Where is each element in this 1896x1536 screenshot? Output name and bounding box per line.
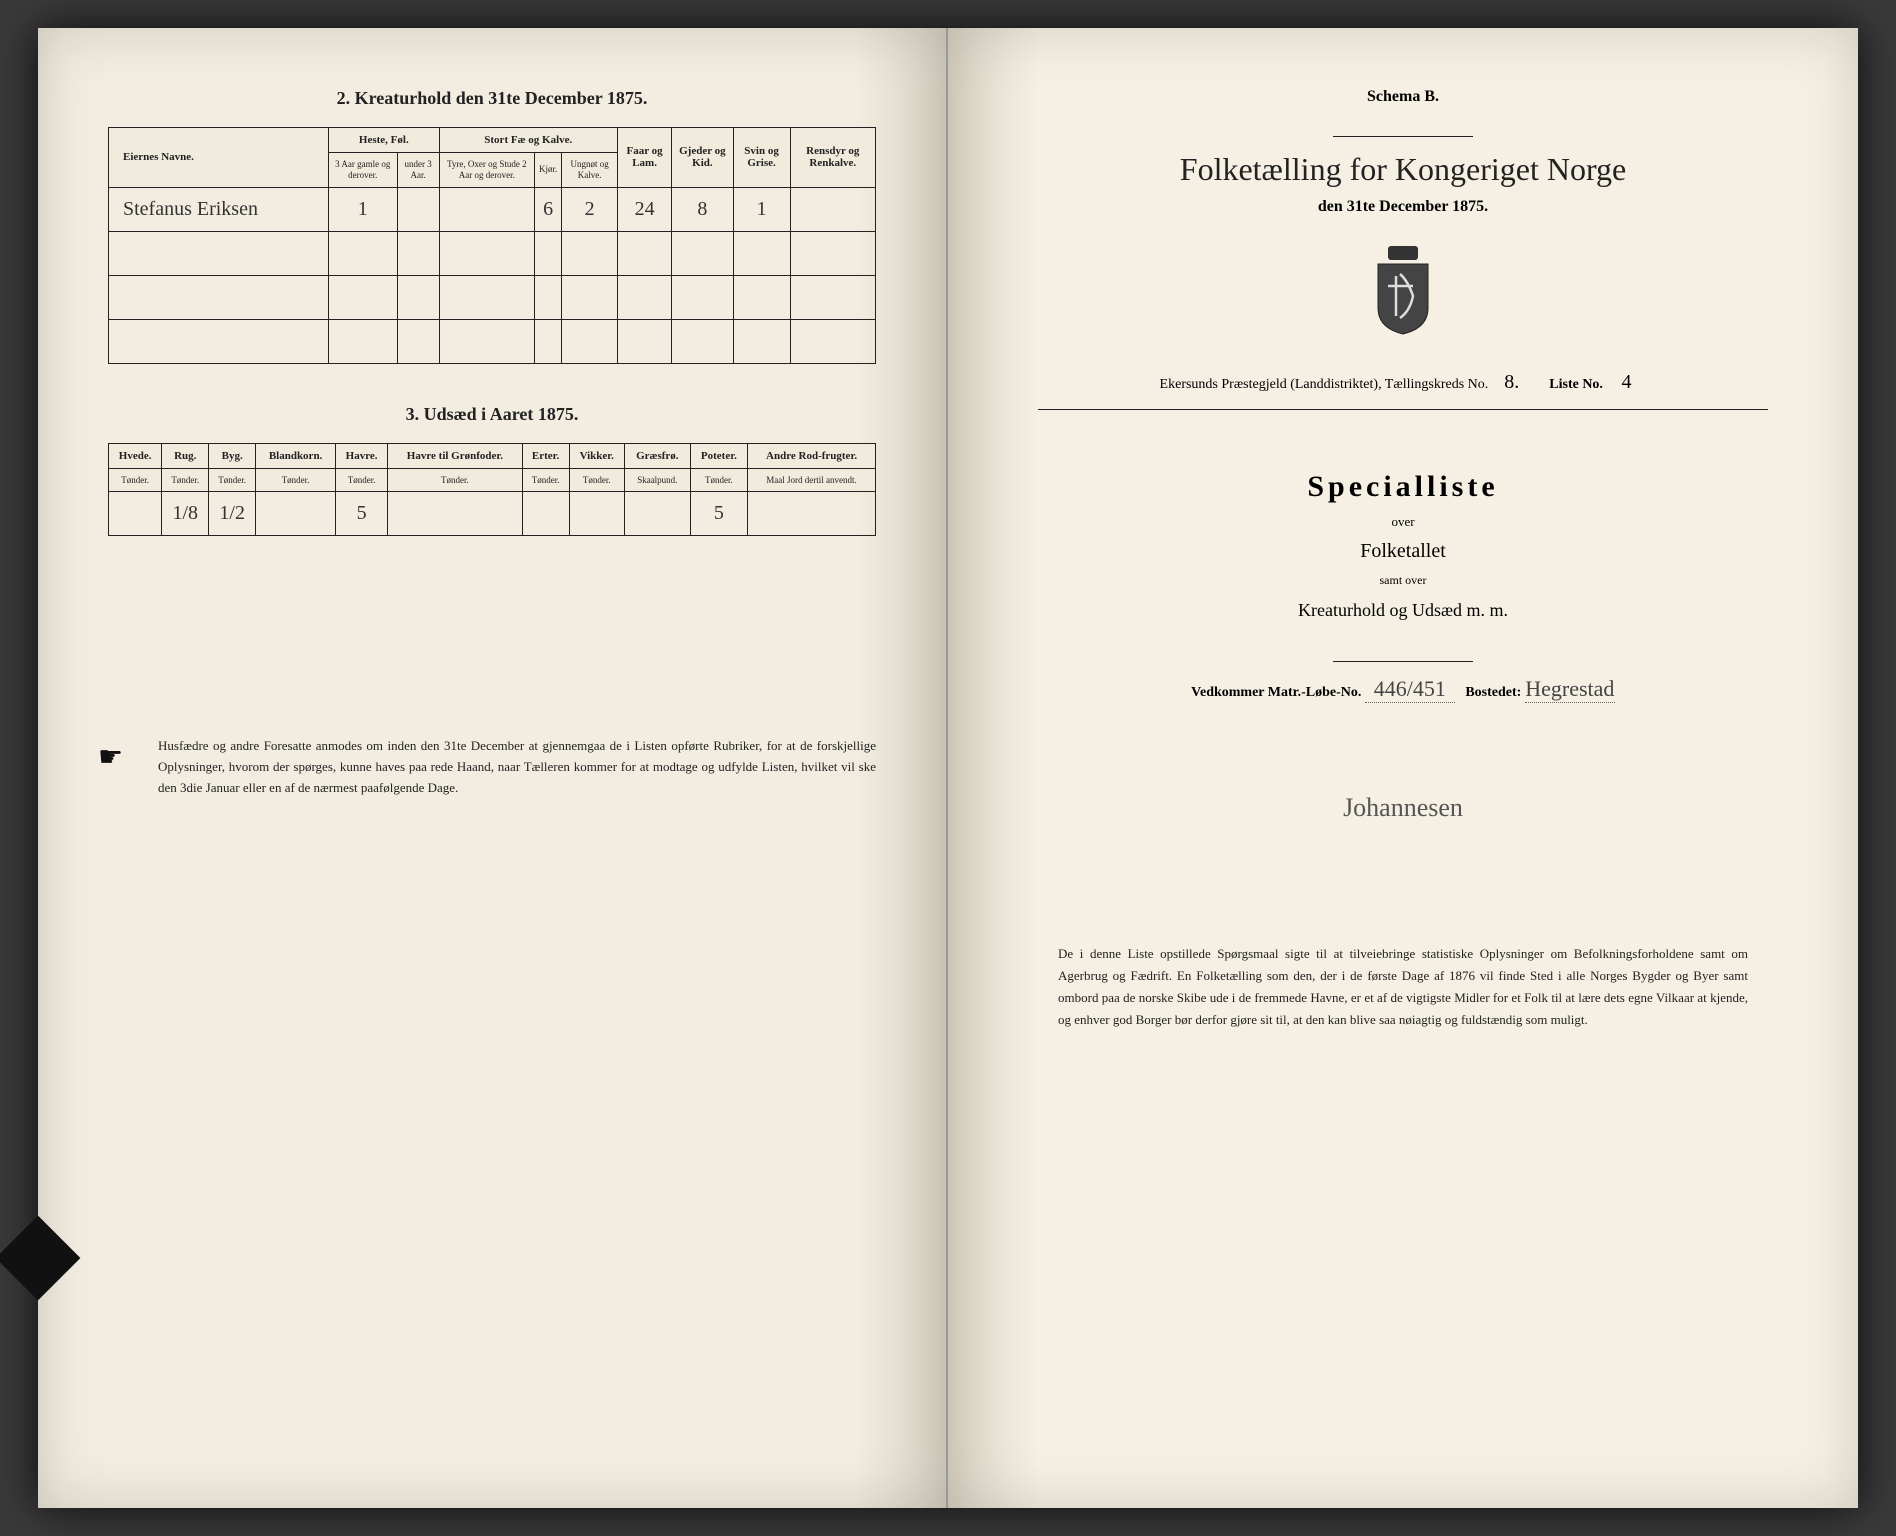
list-number: 4 [1606, 371, 1646, 395]
district-prefix: Ekersunds Præstegjeld (Landdistriktet), … [1160, 377, 1489, 392]
pointing-hand-icon: ☛ [98, 736, 123, 781]
cell-goats: 8 [672, 187, 733, 231]
unit-oats: Tønder. [335, 468, 387, 492]
unit-peas: Tønder. [522, 468, 569, 492]
cell-c3: 2 [562, 187, 618, 231]
col-sheep: Faar og Lam. [617, 128, 671, 188]
main-title: Folketælling for Kongeriget Norge [1038, 151, 1768, 188]
divider [1038, 409, 1768, 410]
table-row [109, 231, 876, 275]
cell-h2 [397, 187, 439, 231]
cell-other [748, 492, 876, 536]
folketallet-text: Folketallet [1038, 540, 1768, 563]
col-cattle-cows: Kjør. [535, 153, 562, 188]
col-wheat: Hvede. [109, 443, 162, 468]
col-peas: Erter. [522, 443, 569, 468]
col-horses: Heste, Føl. [329, 128, 440, 153]
left-page: 2. Kreaturhold den 31te December 1875. E… [38, 28, 948, 1508]
cell-reindeer [790, 187, 875, 231]
vedkommer-label: Vedkommer Matr.-Løbe-No. [1191, 685, 1361, 700]
book-spread: 2. Kreaturhold den 31te December 1875. E… [38, 28, 1858, 1508]
page-tab-marker [0, 1216, 80, 1301]
col-cattle: Stort Fæ og Kalve. [439, 128, 617, 153]
cell-c2: 6 [535, 187, 562, 231]
specialliste-heading: Specialliste [1038, 470, 1768, 504]
unit-wheat: Tønder. [109, 468, 162, 492]
unit-oats-fodder: Tønder. [388, 468, 522, 492]
kreatur-text: Kreaturhold og Udsæd m. m. [1038, 600, 1768, 621]
cell-c1 [439, 187, 534, 231]
cell-vetch [569, 492, 624, 536]
col-cattle-calves: Ungnøt og Kalve. [562, 153, 618, 188]
sowing-table: Hvede. Rug. Byg. Blandkorn. Havre. Havre… [108, 443, 876, 537]
col-horses-under3: under 3 Aar. [397, 153, 439, 188]
sub-title: den 31te December 1875. [1038, 198, 1768, 216]
cell-wheat [109, 492, 162, 536]
cell-barley: 1/2 [209, 492, 256, 536]
unit-mixed: Tønder. [256, 468, 336, 492]
unit-barley: Tønder. [209, 468, 256, 492]
table-row: Stefanus Eriksen 1 6 2 24 8 1 [109, 187, 876, 231]
table-row: 1/8 1/2 5 5 [109, 492, 876, 536]
section-3-title: 3. Udsæd i Aaret 1875. [108, 404, 876, 425]
unit-other: Maal Jord dertil anvendt. [748, 468, 876, 492]
vedkommer-line: Vedkommer Matr.-Løbe-No. 446/451 Bostede… [1038, 676, 1768, 703]
over-text: over [1038, 514, 1768, 530]
left-footnote: ☛ Husfædre og andre Foresatte anmodes om… [108, 736, 876, 798]
col-pigs: Svin og Grise. [733, 128, 790, 188]
cell-h1: 1 [329, 187, 398, 231]
cell-mixed [256, 492, 336, 536]
col-reindeer: Rensdyr og Renkalve. [790, 128, 875, 188]
col-barley: Byg. [209, 443, 256, 468]
signature: Johannesen [1038, 793, 1768, 823]
cell-owner: Stefanus Eriksen [109, 187, 329, 231]
unit-rye: Tønder. [162, 468, 209, 492]
col-horses-3plus: 3 Aar gamle og derover. [329, 153, 398, 188]
col-grass: Græsfrø. [624, 443, 690, 468]
right-page: Schema B. Folketælling for Kongeriget No… [948, 28, 1858, 1508]
samt-text: samt over [1038, 573, 1768, 588]
list-label: Liste No. [1549, 377, 1603, 392]
col-owner: Eiernes Navne. [109, 128, 329, 188]
unit-vetch: Tønder. [569, 468, 624, 492]
col-vetch: Vikker. [569, 443, 624, 468]
col-potatoes: Poteter. [690, 443, 747, 468]
col-mixed: Blandkorn. [256, 443, 336, 468]
col-oats: Havre. [335, 443, 387, 468]
col-cattle-bulls: Tyre, Oxer og Stude 2 Aar og derover. [439, 153, 534, 188]
col-rye: Rug. [162, 443, 209, 468]
col-goats: Gjeder og Kid. [672, 128, 733, 188]
cell-oats: 5 [335, 492, 387, 536]
district-line: Ekersunds Præstegjeld (Landdistriktet), … [1038, 371, 1768, 401]
cell-potatoes: 5 [690, 492, 747, 536]
cell-sheep: 24 [617, 187, 671, 231]
bostedet-label: Bostedet: [1465, 685, 1521, 700]
district-number: 8. [1492, 371, 1532, 395]
cell-oats-fodder [388, 492, 522, 536]
table-row [109, 275, 876, 319]
livestock-table: Eiernes Navne. Heste, Føl. Stort Fæ og K… [108, 127, 876, 364]
col-oats-fodder: Havre til Grønfoder. [388, 443, 522, 468]
matr-no: 446/451 [1365, 676, 1455, 703]
table-row [109, 319, 876, 363]
divider [1333, 661, 1473, 662]
unit-grass: Skaalpund. [624, 468, 690, 492]
cell-rye: 1/8 [162, 492, 209, 536]
schema-label: Schema B. [1038, 88, 1768, 106]
divider [1333, 136, 1473, 137]
col-other: Andre Rod-frugter. [748, 443, 876, 468]
unit-potatoes: Tønder. [690, 468, 747, 492]
section-2-title: 2. Kreaturhold den 31te December 1875. [108, 88, 876, 109]
right-footnote: De i denne Liste opstillede Spørgsmaal s… [1038, 943, 1768, 1031]
coat-of-arms-icon [1038, 246, 1768, 341]
cell-peas [522, 492, 569, 536]
footnote-text: Husfædre og andre Foresatte anmodes om i… [158, 738, 876, 795]
cell-pigs: 1 [733, 187, 790, 231]
cell-grass [624, 492, 690, 536]
bostedet-value: Hegrestad [1525, 676, 1615, 703]
